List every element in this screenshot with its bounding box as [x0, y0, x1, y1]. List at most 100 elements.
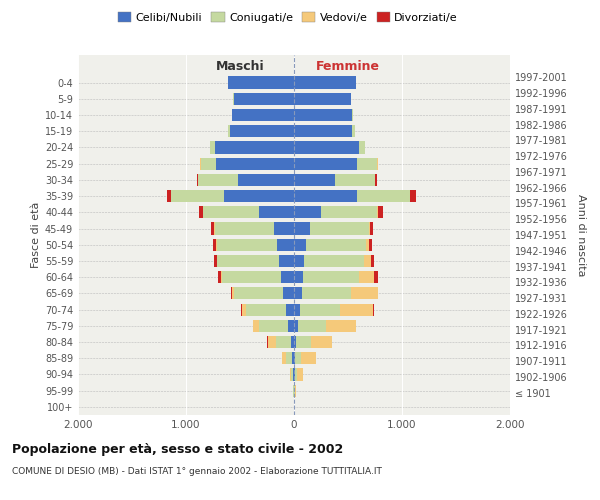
- Bar: [298, 320, 326, 332]
- Bar: [364, 255, 371, 267]
- Text: Femmine: Femmine: [316, 60, 380, 73]
- Bar: [294, 158, 356, 170]
- Bar: [232, 109, 294, 121]
- Bar: [294, 304, 300, 316]
- Bar: [368, 222, 370, 234]
- Bar: [253, 320, 259, 332]
- Bar: [294, 174, 335, 186]
- Bar: [370, 238, 373, 251]
- Bar: [277, 238, 294, 251]
- Bar: [340, 304, 373, 316]
- Bar: [356, 158, 377, 170]
- Bar: [291, 336, 294, 348]
- Bar: [217, 255, 279, 267]
- Bar: [290, 368, 291, 380]
- Bar: [352, 125, 355, 138]
- Bar: [410, 190, 416, 202]
- Bar: [197, 174, 198, 186]
- Bar: [350, 288, 378, 300]
- Bar: [302, 288, 351, 300]
- Bar: [294, 352, 295, 364]
- Bar: [295, 384, 296, 397]
- Bar: [216, 158, 294, 170]
- Bar: [310, 222, 368, 234]
- Bar: [274, 222, 294, 234]
- Bar: [377, 206, 379, 218]
- Bar: [294, 320, 298, 332]
- Bar: [167, 190, 170, 202]
- Bar: [294, 368, 295, 380]
- Bar: [294, 238, 306, 251]
- Bar: [268, 336, 275, 348]
- Bar: [306, 238, 367, 251]
- Bar: [326, 320, 356, 332]
- Text: Popolazione per età, sesso e stato civile - 2002: Popolazione per età, sesso e stato civil…: [12, 442, 343, 456]
- Bar: [294, 222, 310, 234]
- Bar: [294, 336, 296, 348]
- Bar: [233, 288, 283, 300]
- Bar: [294, 125, 352, 138]
- Bar: [374, 271, 378, 283]
- Bar: [215, 222, 274, 234]
- Bar: [356, 190, 410, 202]
- Bar: [359, 142, 365, 154]
- Bar: [291, 368, 293, 380]
- Bar: [218, 271, 221, 283]
- Bar: [198, 174, 238, 186]
- Bar: [294, 271, 303, 283]
- Bar: [275, 336, 291, 348]
- Bar: [295, 352, 301, 364]
- Bar: [294, 288, 302, 300]
- Bar: [297, 368, 303, 380]
- Bar: [292, 352, 294, 364]
- Y-axis label: Fasce di età: Fasce di età: [31, 202, 41, 268]
- Bar: [279, 255, 294, 267]
- Bar: [311, 336, 332, 348]
- Bar: [283, 352, 286, 364]
- Bar: [293, 368, 294, 380]
- Bar: [303, 271, 359, 283]
- Bar: [199, 206, 203, 218]
- Legend: Celibi/Nubili, Coniugati/e, Vedovi/e, Divorziati/e: Celibi/Nubili, Coniugati/e, Vedovi/e, Di…: [113, 8, 463, 28]
- Text: Maschi: Maschi: [215, 60, 265, 73]
- Y-axis label: Anni di nascita: Anni di nascita: [576, 194, 586, 276]
- Bar: [321, 206, 377, 218]
- Bar: [296, 336, 311, 348]
- Bar: [259, 320, 288, 332]
- Bar: [232, 288, 233, 300]
- Bar: [203, 206, 259, 218]
- Bar: [281, 271, 294, 283]
- Bar: [283, 288, 294, 300]
- Bar: [301, 352, 316, 364]
- Bar: [286, 304, 294, 316]
- Bar: [246, 304, 286, 316]
- Bar: [294, 76, 356, 88]
- Bar: [379, 206, 383, 218]
- Bar: [228, 76, 294, 88]
- Bar: [224, 190, 294, 202]
- Bar: [230, 125, 294, 138]
- Bar: [294, 206, 321, 218]
- Bar: [335, 174, 375, 186]
- Bar: [214, 255, 217, 267]
- Bar: [229, 125, 230, 138]
- Bar: [294, 92, 351, 105]
- Bar: [367, 238, 370, 251]
- Bar: [215, 142, 294, 154]
- Bar: [371, 255, 374, 267]
- Bar: [214, 238, 217, 251]
- Bar: [171, 190, 224, 202]
- Bar: [376, 174, 377, 186]
- Bar: [288, 320, 294, 332]
- Bar: [294, 109, 352, 121]
- Bar: [359, 271, 374, 283]
- Bar: [370, 222, 373, 234]
- Bar: [294, 190, 356, 202]
- Bar: [242, 304, 246, 316]
- Bar: [238, 174, 294, 186]
- Bar: [233, 92, 294, 105]
- Bar: [294, 142, 359, 154]
- Text: COMUNE DI DESIO (MB) - Dati ISTAT 1° gennaio 2002 - Elaborazione TUTTITALIA.IT: COMUNE DI DESIO (MB) - Dati ISTAT 1° gen…: [12, 468, 382, 476]
- Bar: [259, 206, 294, 218]
- Bar: [286, 352, 292, 364]
